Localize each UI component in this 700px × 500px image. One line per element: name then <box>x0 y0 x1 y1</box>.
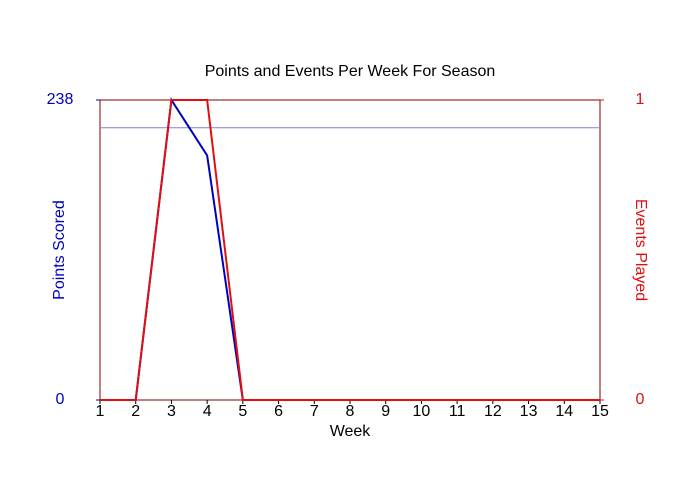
plot-frame <box>99 99 601 401</box>
x-tick-label: 11 <box>449 403 466 420</box>
y-tick-label: 0 <box>56 391 65 408</box>
x-tick-label: 7 <box>310 403 319 420</box>
chart-title: Points and Events Per Week For Season <box>205 63 496 80</box>
x-tick-label: 6 <box>274 403 283 420</box>
x-tick-label: 1 <box>96 403 105 420</box>
y2-axis-label: Events Played <box>632 199 649 301</box>
series-line <box>100 97 600 401</box>
y2-tick-label: 0 <box>636 391 645 408</box>
x-tick-label: 2 <box>131 403 140 420</box>
series-line <box>100 99 600 401</box>
x-tick-label: 14 <box>555 403 573 420</box>
x-tick-label: 3 <box>167 403 176 420</box>
y-axis-label: Points Scored <box>51 200 68 300</box>
x-tick-label: 8 <box>346 403 355 420</box>
x-tick-label: 10 <box>413 403 431 420</box>
x-tick-label: 9 <box>381 403 390 420</box>
x-tick-label: 12 <box>484 403 502 420</box>
x-tick-label: 13 <box>520 403 538 420</box>
x-tick-label: 4 <box>203 403 212 420</box>
y2-tick-label: 1 <box>636 91 645 108</box>
x-axis-label: Week <box>330 423 372 440</box>
x-tick-label: 5 <box>238 403 247 420</box>
x-tick-label: 15 <box>591 403 609 420</box>
y-tick-label: 238 <box>47 91 74 108</box>
